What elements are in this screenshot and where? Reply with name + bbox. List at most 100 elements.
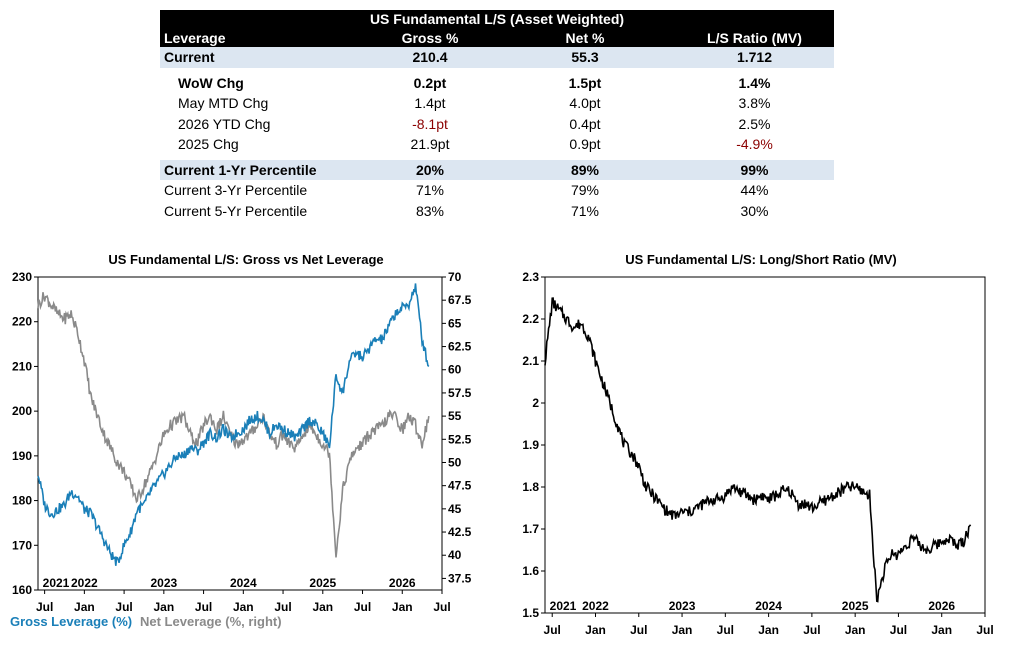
row-label: Current (164, 49, 215, 65)
cell-gross: 210.4 (412, 49, 448, 65)
cell-ratio: 3.8% (738, 95, 771, 111)
y-tick-label-right: 70 (448, 270, 462, 284)
cell-gross: 83% (415, 202, 445, 219)
year-label: 2025 (842, 599, 869, 613)
cell-ratio: 2.5% (738, 115, 771, 132)
cell-ratio: -4.9% (736, 136, 773, 152)
table-row: 2026 YTD Chg -8.1pt 0.4pt 2.5% (160, 114, 834, 135)
year-label: 2021 (43, 576, 70, 590)
x-tick-label: Jul (890, 623, 907, 637)
y-tick-label: 2.1 (522, 354, 539, 368)
cell-ratio: 99% (740, 161, 769, 178)
cell-gross: 20% (415, 161, 445, 178)
y-tick-label-right: 62.5 (448, 340, 472, 354)
y-tick-label: 190 (12, 449, 32, 463)
long-short-ratio-line (544, 297, 972, 603)
year-labels: 2021 2022 2023 2024 2025 2026 (550, 599, 956, 613)
year-label: 2023 (669, 599, 696, 613)
y-tick-label: 1.8 (522, 480, 539, 494)
year-label: 2026 (389, 576, 416, 590)
year-label: 2021 (550, 599, 577, 613)
cell-ratio: 44% (740, 182, 769, 198)
x-tick-label: Jul (115, 600, 132, 614)
table-row: Current 5-Yr Percentile 83% 71% 30% (160, 201, 834, 222)
x-tick-label: Jul (354, 600, 371, 614)
y-tick-label-right: 60 (448, 363, 462, 377)
y-axis: 1.5 1.6 1.7 1.8 1.9 2 2.1 2.2 2.3 (522, 270, 545, 620)
x-axis: Jul Jan Jul Jan Jul Jan Jul Jan Jul Jan Jul (544, 613, 994, 637)
y-tick-label: 200 (12, 404, 32, 418)
table-row: Current 1-Yr Percentile 20% 89% 99% (160, 159, 834, 180)
plot-frame (37, 276, 443, 591)
cell-net: 79% (570, 182, 600, 198)
y-tick-label: 1.9 (522, 438, 539, 452)
table-header-row: Leverage Gross % Net % L/S Ratio (MV) (160, 29, 834, 47)
y-tick-label-right: 40 (448, 548, 462, 562)
year-label: 2025 (309, 576, 336, 590)
x-tick-label: Jan (845, 623, 866, 637)
x-tick-label: Jan (312, 600, 333, 614)
row-label: 2026 YTD Chg (178, 115, 271, 132)
x-tick-label: Jul (433, 600, 450, 614)
table-title: US Fundamental L/S (Asset Weighted) (160, 10, 834, 29)
row-label: 2025 Chg (178, 136, 239, 152)
x-tick-label: Jul (274, 600, 291, 614)
cell-gross: 71% (415, 182, 445, 198)
x-axis: Jul Jan Jul Jan Jul Jan Jul Jan Jul Jan Jul (36, 590, 451, 614)
x-tick-label: Jan (931, 623, 952, 637)
x-tick-label: Jan (233, 600, 254, 614)
cell-ratio: 1.4% (738, 74, 771, 91)
y-tick-label-right: 45 (448, 502, 462, 516)
x-tick-label: Jan (585, 623, 606, 637)
cell-net: 1.5pt (568, 74, 602, 91)
y-tick-label: 1.7 (522, 522, 539, 536)
y-tick-label: 1.6 (522, 564, 539, 578)
cell-net: 0.4pt (569, 115, 601, 132)
cell-net: 89% (570, 161, 600, 178)
y-tick-label: 160 (12, 583, 32, 597)
header-net: Net % (565, 30, 605, 46)
table-row: May MTD Chg 1.4pt 4.0pt 3.8% (160, 93, 834, 114)
series-group (544, 297, 972, 603)
y-tick-label: 2.2 (522, 312, 539, 326)
header-leverage: Leverage (164, 30, 226, 46)
y-tick-label-right: 55 (448, 409, 462, 423)
x-tick-label: Jan (392, 600, 413, 614)
table-row: WoW Chg 0.2pt 1.5pt 1.4% (160, 73, 834, 94)
cell-net: 55.3 (571, 49, 599, 65)
summary-table: US Fundamental L/S (Asset Weighted) Leve… (160, 10, 834, 221)
right-y-axis: 37.5 40 42.5 45 47.5 50 52.5 55 57.5 60 62.5 65 67.5… (442, 270, 472, 585)
year-label: 2026 (928, 599, 955, 613)
y-tick-label-right: 37.5 (448, 571, 472, 585)
x-tick-label: Jul (36, 600, 53, 614)
plot-frame (544, 276, 986, 614)
x-tick-label: Jul (976, 623, 993, 637)
y-tick-label: 1.5 (522, 606, 539, 620)
header-ratio: L/S Ratio (MV) (707, 30, 802, 46)
chart-title: US Fundamental L/S: Long/Short Ratio (MV… (625, 252, 897, 267)
year-label: 2022 (582, 599, 609, 613)
gross-leverage-line (37, 283, 430, 566)
legend-net: Net Leverage (%, right) (140, 614, 282, 629)
y-tick-label-right: 42.5 (448, 525, 472, 539)
row-label: Current 3-Yr Percentile (164, 182, 308, 198)
x-tick-label: Jan (758, 623, 779, 637)
cell-ratio: 30% (740, 202, 769, 219)
y-tick-label: 230 (12, 270, 32, 284)
cell-gross: 1.4pt (414, 95, 446, 111)
y-tick-label-right: 57.5 (448, 386, 472, 400)
y-tick-label: 2.3 (522, 270, 539, 284)
net-leverage-line (37, 292, 430, 558)
cell-ratio: 1.712 (736, 49, 773, 65)
year-label: 2023 (150, 576, 177, 590)
legend-gross: Gross Leverage (%) (10, 614, 133, 629)
year-labels: 2021 2022 2023 2024 2025 2026 (43, 576, 416, 590)
x-tick-label: Jan (74, 600, 95, 614)
row-label: May MTD Chg (178, 95, 269, 111)
x-tick-label: Jul (803, 623, 820, 637)
chart-title: US Fundamental L/S: Gross vs Net Leverag… (108, 252, 383, 267)
row-label: WoW Chg (178, 74, 244, 91)
year-label: 2024 (230, 576, 257, 590)
y-tick-label: 2 (532, 396, 539, 410)
cell-net: 0.9pt (569, 136, 601, 152)
